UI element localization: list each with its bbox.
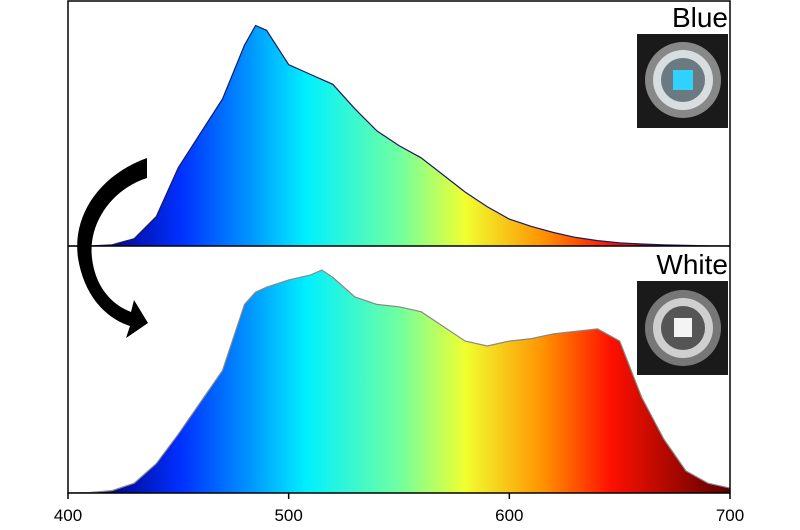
spectrum-line <box>67 269 731 494</box>
x-tick-label: 700 <box>716 506 744 525</box>
x-tick-label: 400 <box>54 506 82 525</box>
series-label: White <box>656 249 728 280</box>
spectrum-area <box>68 25 730 246</box>
x-tick-label: 600 <box>495 506 523 525</box>
spectrum-area <box>68 270 730 493</box>
spectrum-line <box>68 24 731 247</box>
plot-frame <box>67 0 731 494</box>
blue-photo <box>637 34 728 128</box>
white-photo <box>637 281 728 375</box>
arrow <box>77 158 148 338</box>
series-label: Blue <box>672 2 728 33</box>
x-tick-label: 500 <box>274 506 302 525</box>
